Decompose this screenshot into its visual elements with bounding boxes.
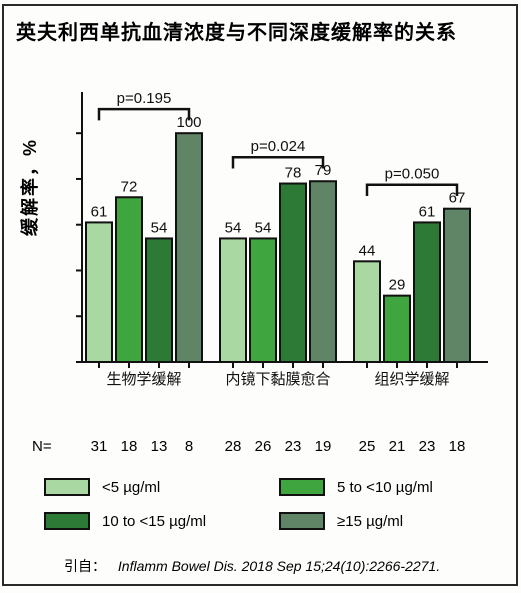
y-axis-label: 缓解率，% [16,138,42,236]
n-value: 28 [222,438,244,455]
n-value: 19 [312,438,334,455]
legend-item: ≥15 µg/ml [279,512,514,530]
legend-swatch [44,512,90,530]
legend-label: <5 µg/ml [102,479,160,496]
bar-value-label: 61 [91,203,108,220]
bar-value-label: 44 [359,242,376,259]
n-value: 31 [88,438,110,455]
n-value: 8 [178,438,200,455]
citation-text: Inflamm Bowel Dis. 2018 Sep 15;24(10):22… [118,558,440,574]
bar [444,209,470,362]
bar-value-label: 29 [389,277,406,294]
bar-value-label: 72 [121,178,138,195]
n-prefix: N= [32,438,52,455]
bar-value-label: 78 [285,165,302,182]
bar-value-label: 54 [151,219,168,236]
bar-value-label: 61 [419,203,436,220]
legend-label: 10 to <15 µg/ml [102,513,206,530]
p-value: p=0.050 [385,166,440,183]
chart-title: 英夫利西单抗血清浓度与不同深度缓解率的关系 [16,16,504,45]
legend-item: <5 µg/ml [44,478,279,496]
group-label: 内镜下黏膜愈合 [225,370,330,388]
bar-value-label: 54 [225,219,242,236]
bar [250,238,276,362]
bar-chart: 020406080100617254100生物学缓解p=0.1955454787… [74,86,494,396]
legend-swatch [279,512,325,530]
group-label: 组织学缓解 [374,371,449,388]
group-label: 生物学缓解 [106,371,181,388]
bar [176,133,202,362]
bar [220,238,246,362]
legend-item: 5 to <10 µg/ml [279,478,514,496]
legend-item: 10 to <15 µg/ml [44,512,279,530]
citation-lead: 引自： [64,558,106,574]
legend-swatch [44,478,90,496]
n-value: 23 [416,438,438,455]
bar [86,222,112,362]
n-line: N= 31 18 13 8 28 26 23 19 25 21 23 18 [32,438,512,462]
bar [310,181,336,362]
n-value: 21 [386,438,408,455]
n-value: 18 [118,438,140,455]
n-value: 25 [356,438,378,455]
citation: 引自： Inflamm Bowel Dis. 2018 Sep 15;24(10… [64,556,440,576]
bar [354,261,380,362]
n-value: 18 [446,438,468,455]
p-bracket [233,157,323,167]
n-value: 23 [282,438,304,455]
bar [146,238,172,362]
p-bracket [367,185,457,195]
bar [280,184,306,362]
p-value: p=0.024 [251,138,306,155]
p-value: p=0.195 [117,90,172,107]
bar [414,222,440,362]
legend: <5 µg/ml 5 to <10 µg/ml 10 to <15 µg/ml ≥15… [44,470,514,538]
bar [116,197,142,362]
bar [384,296,410,362]
legend-swatch [279,478,325,496]
n-value: 13 [148,438,170,455]
legend-label: ≥15 µg/ml [337,513,403,530]
bar-value-label: 54 [255,219,272,236]
legend-label: 5 to <10 µg/ml [337,479,433,496]
n-value: 26 [252,438,274,455]
